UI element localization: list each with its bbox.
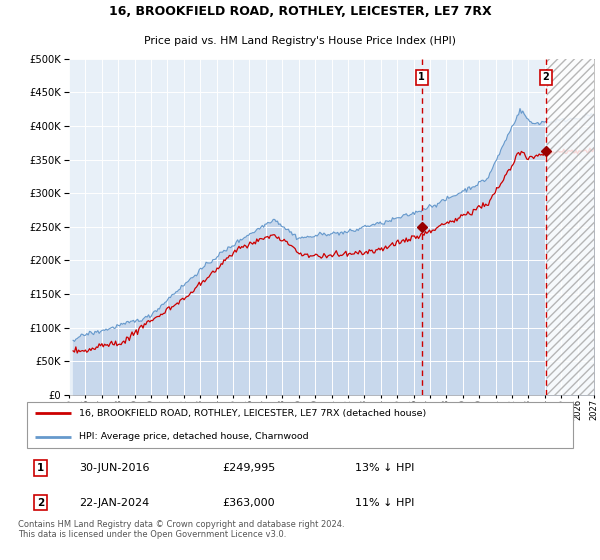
Text: 16, BROOKFIELD ROAD, ROTHLEY, LEICESTER, LE7 7RX (detached house): 16, BROOKFIELD ROAD, ROTHLEY, LEICESTER,…: [79, 409, 427, 418]
Text: £249,995: £249,995: [223, 463, 276, 473]
Text: Contains HM Land Registry data © Crown copyright and database right 2024.
This d: Contains HM Land Registry data © Crown c…: [18, 520, 344, 539]
Text: 2: 2: [542, 72, 549, 82]
Text: 22-JAN-2024: 22-JAN-2024: [79, 497, 149, 507]
Text: 1: 1: [37, 463, 44, 473]
Text: 11% ↓ HPI: 11% ↓ HPI: [355, 497, 415, 507]
Text: 2: 2: [37, 497, 44, 507]
Text: HPI: Average price, detached house, Charnwood: HPI: Average price, detached house, Char…: [79, 432, 309, 441]
FancyBboxPatch shape: [27, 402, 573, 448]
Text: £363,000: £363,000: [223, 497, 275, 507]
Text: 30-JUN-2016: 30-JUN-2016: [79, 463, 150, 473]
Text: 16, BROOKFIELD ROAD, ROTHLEY, LEICESTER, LE7 7RX: 16, BROOKFIELD ROAD, ROTHLEY, LEICESTER,…: [109, 5, 491, 18]
Text: 1: 1: [418, 72, 425, 82]
Text: Price paid vs. HM Land Registry's House Price Index (HPI): Price paid vs. HM Land Registry's House …: [144, 36, 456, 46]
Text: 13% ↓ HPI: 13% ↓ HPI: [355, 463, 415, 473]
